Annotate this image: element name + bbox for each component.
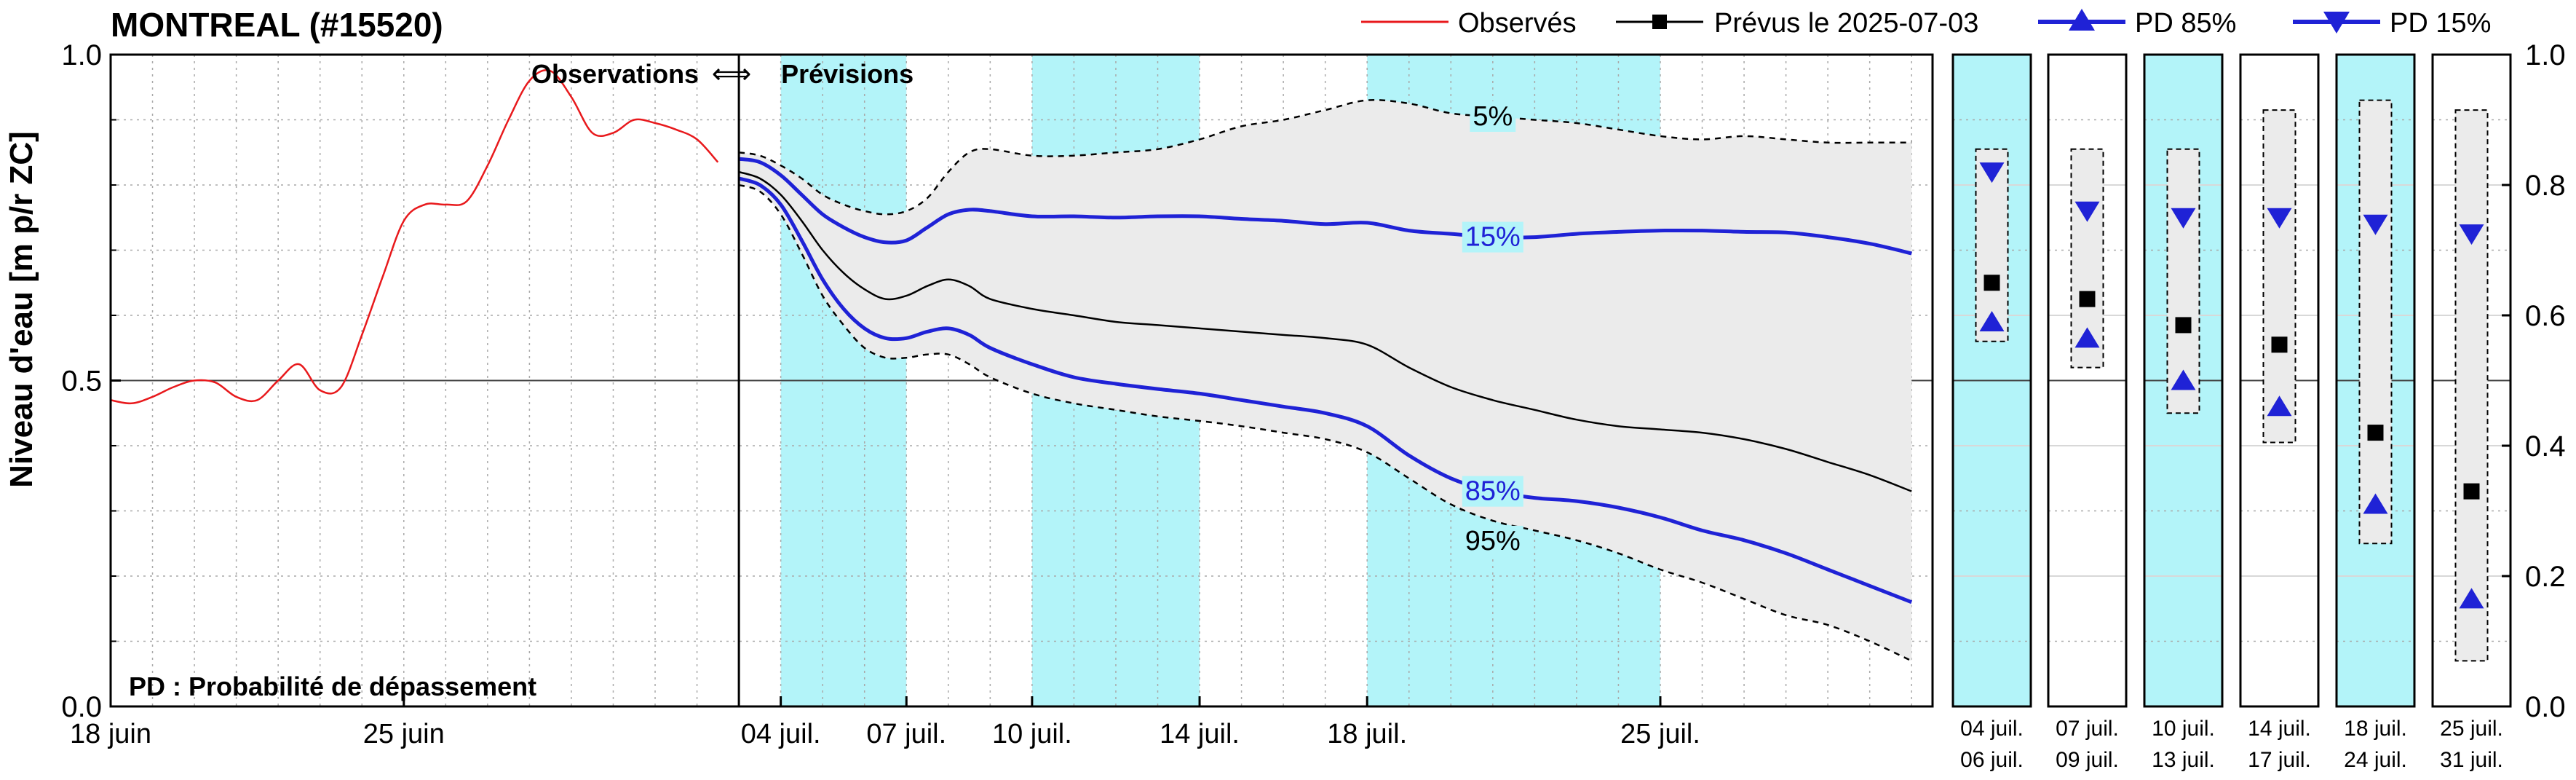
divider-arrow: ⟺ — [712, 59, 751, 90]
y-axis-label: Niveau d'eau [m p/r ZC] — [4, 131, 39, 488]
panel-label-start: 07 juil. — [2056, 717, 2119, 741]
legend-pd15-label: PD 15% — [2390, 8, 2491, 39]
panel-frame — [2143, 53, 2224, 708]
legend-pd85-label: PD 85% — [2135, 8, 2236, 39]
panel-forecast-marker — [2271, 336, 2288, 353]
series-p95 — [738, 184, 1912, 662]
x-tick-label: 07 juil. — [866, 719, 946, 749]
panel-label-end: 24 juil. — [2344, 748, 2407, 772]
y-tick-label-right: 0.0 — [2525, 691, 2566, 723]
right-axis: 0.0 0.2 0.4 0.6 0.8 1.0 — [2502, 39, 2566, 723]
panel-forecast-marker — [2175, 317, 2192, 334]
x-tick-label: 04 juil. — [741, 719, 821, 749]
x-tick-label: 18 juil. — [1327, 719, 1407, 749]
main-uncertainty-band — [739, 100, 1912, 661]
panel-pd15-marker — [2267, 208, 2292, 229]
legend-pd85-marker — [2069, 9, 2095, 31]
panel-range-box — [2262, 109, 2296, 444]
legend-observed-label: Observés — [1458, 8, 1577, 39]
y-tick-label-left: 0.0 — [61, 691, 102, 723]
panel-label-end: 06 juil. — [1960, 748, 2024, 772]
panel-frame — [1951, 53, 2032, 708]
panel-frame — [2239, 53, 2320, 708]
series-p15 — [738, 157, 1912, 256]
weekly-panel-1: 04 juil. 06 juil. — [1951, 53, 2032, 772]
y-tick-label-right: 0.6 — [2525, 300, 2566, 332]
panel-label-end: 13 juil. — [2152, 748, 2215, 772]
weekly-panel-6: 25 juil. 31 juil. — [2431, 53, 2512, 772]
weekly-panel-2: 07 juil. 09 juil. — [2047, 53, 2128, 772]
y-tick-label-left: 1.0 — [61, 39, 102, 71]
panel-pd85-marker — [2363, 493, 2388, 514]
p15-label: 15% — [1465, 222, 1521, 253]
chart-title: MONTREAL (#15520) — [111, 6, 443, 44]
y-tick-label-right: 0.4 — [2525, 430, 2566, 462]
panel-pd85-marker — [2074, 327, 2100, 348]
x-tick-label: 18 juin — [70, 719, 151, 749]
panel-label-start: 25 juil. — [2440, 717, 2503, 741]
x-tick-label: 14 juil. — [1160, 719, 1240, 749]
panel-pd15-marker — [1979, 162, 2005, 184]
weekly-panel-5: 18 juil. 24 juil. — [2335, 53, 2416, 772]
panel-pd15-marker — [2074, 201, 2100, 222]
exceedance-note: PD : Probabilité de dépassement — [129, 671, 536, 701]
main-axes: 0.0 0.5 1.0 18 juin 25 juin 04 juil. 07 juil. 1… — [61, 39, 1700, 749]
percentile-label-bg — [1462, 221, 1523, 253]
panel-forecast-marker — [1983, 275, 2000, 291]
observations-label: Observations — [531, 59, 699, 89]
y-tick-label-right: 0.8 — [2525, 170, 2566, 202]
panel-pd15-marker — [2171, 208, 2196, 229]
y-tick-label-right: 0.2 — [2525, 561, 2566, 593]
panel-pd85-marker — [2267, 395, 2292, 417]
panel-frame — [2047, 53, 2128, 708]
forecasts-label: Prévisions — [781, 59, 914, 89]
p85-label: 85% — [1465, 476, 1521, 507]
panel-label-start: 04 juil. — [1960, 717, 2024, 741]
percentile-label-bg — [1470, 101, 1516, 133]
legend-forecast-marker — [1652, 15, 1667, 29]
panel-forecast-marker — [2463, 483, 2480, 500]
main-series — [110, 69, 1913, 662]
percentile-label-bg — [1462, 525, 1523, 556]
percentile-label-bg — [1462, 476, 1523, 507]
panel-label-end: 09 juil. — [2056, 748, 2119, 772]
panel-pd85-marker — [2171, 369, 2196, 390]
panel-label-end: 31 juil. — [2440, 748, 2503, 772]
weekly-panel-4: 14 juil. 17 juil. — [2239, 53, 2320, 772]
panel-label-start: 14 juil. — [2248, 717, 2311, 741]
weekly-panels: 04 juil. 06 juil. 07 juil. 09 juil. 10 juil.… — [1951, 53, 2512, 772]
weekly-panel-3: 10 juil. 13 juil. — [2143, 53, 2224, 772]
panel-frame — [2431, 53, 2512, 708]
panel-label-start: 10 juil. — [2152, 717, 2215, 741]
panel-label-end: 17 juil. — [2248, 748, 2311, 772]
series-p85 — [738, 176, 1913, 604]
x-tick-label: 10 juil. — [992, 719, 1072, 749]
uncertainty-band-5-95 — [739, 100, 1912, 661]
panel-frame — [2335, 53, 2416, 708]
legend-forecast-label: Prévus le 2025-07-03 — [1714, 8, 1978, 39]
series-observed — [110, 69, 719, 405]
x-tick-label: 25 juin — [363, 719, 445, 749]
p5-label: 5% — [1473, 101, 1513, 132]
panel-range-box — [2358, 99, 2393, 545]
panel-pd85-marker — [1979, 310, 2005, 331]
panel-range-box — [2454, 109, 2489, 662]
panel-forecast-marker — [2367, 425, 2384, 441]
y-tick-label-left: 0.5 — [61, 366, 102, 398]
p95-label: 95% — [1465, 526, 1521, 556]
series-p5 — [738, 99, 1912, 216]
x-tick-label: 25 juil. — [1620, 719, 1700, 749]
panel-pd15-marker — [2363, 214, 2388, 235]
panel-forecast-marker — [2079, 291, 2096, 307]
panel-pd15-marker — [2459, 224, 2484, 245]
legend: Observés Prévus le 2025-07-03 PD 85% PD … — [1361, 8, 2491, 39]
y-tick-label-right: 1.0 — [2525, 39, 2566, 71]
panel-range-box — [2166, 148, 2200, 414]
panel-pd85-marker — [2459, 588, 2484, 609]
series-forecast — [738, 170, 1912, 492]
legend-pd15-marker — [2323, 12, 2350, 34]
panel-label-start: 18 juil. — [2344, 717, 2407, 741]
